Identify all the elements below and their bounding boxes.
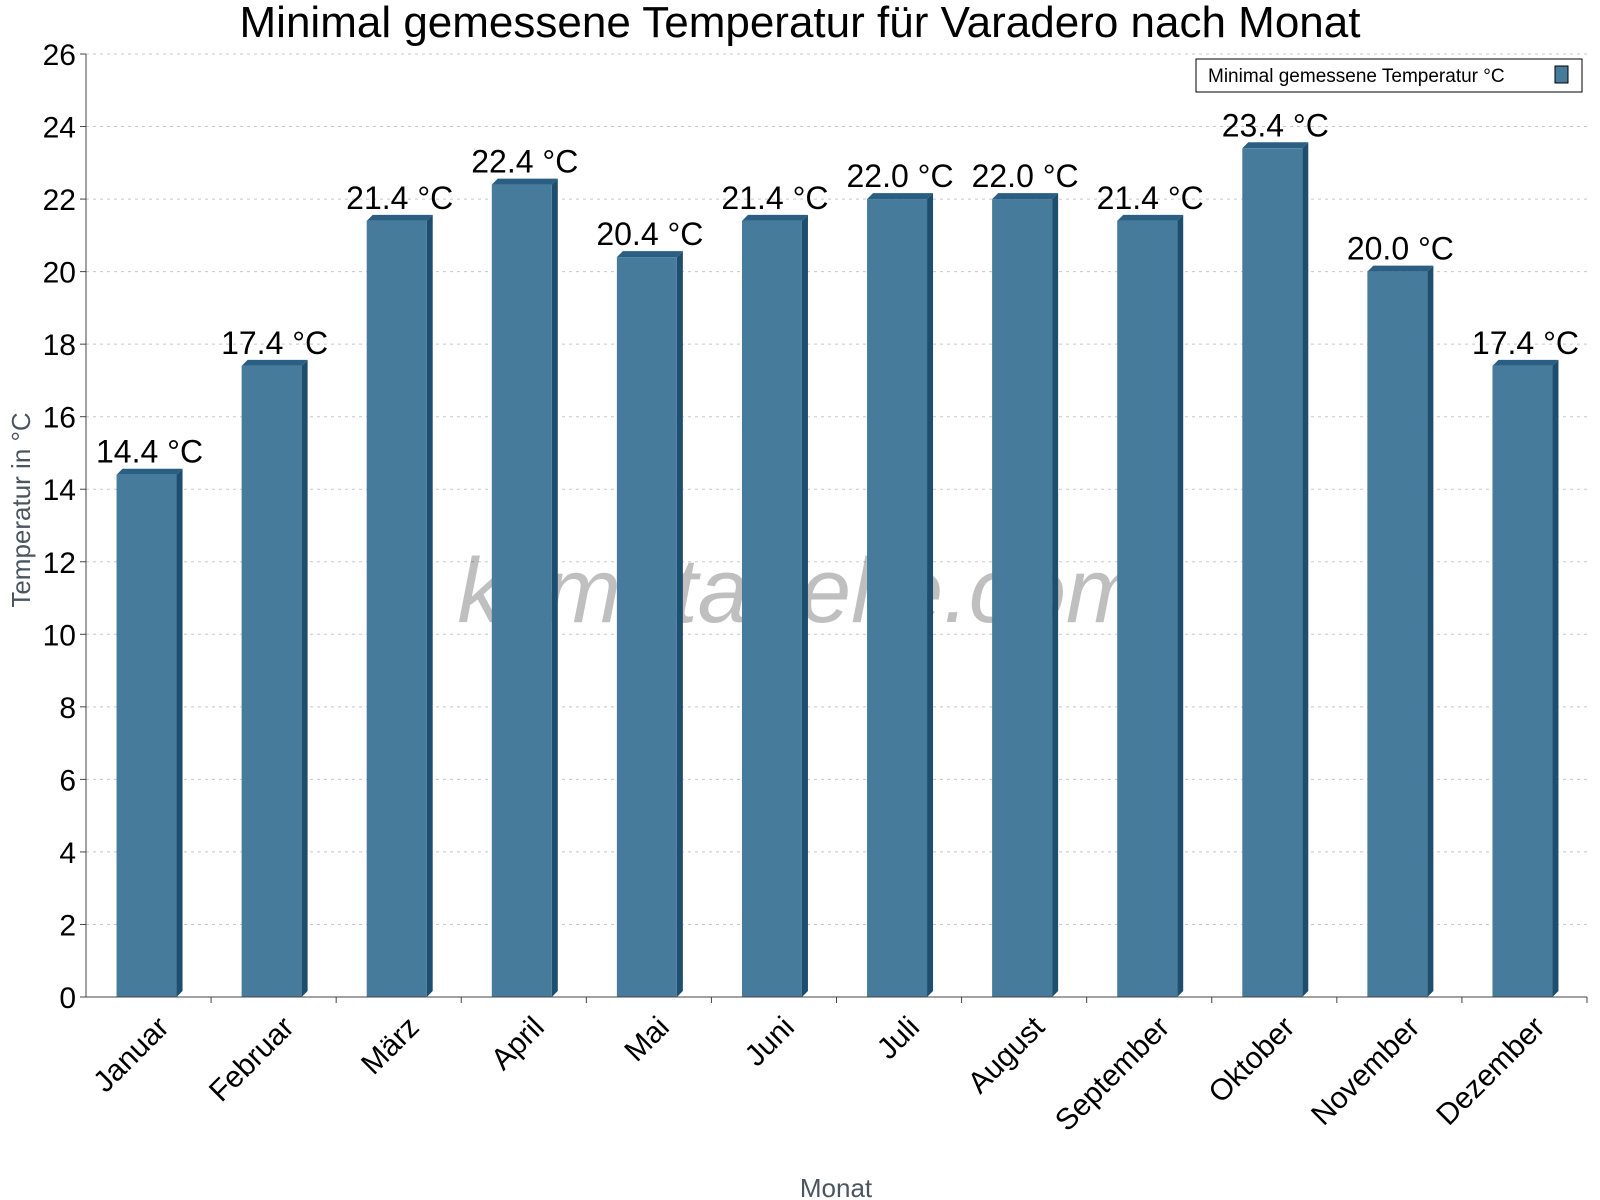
bar-top (491, 178, 558, 185)
y-tick-label: 24 (43, 112, 76, 145)
bar-top (241, 359, 308, 366)
y-tick-label: 2 (59, 909, 76, 942)
bars (116, 142, 1559, 998)
x-tick-label: März (355, 1011, 425, 1081)
y-tick-label: 20 (43, 257, 76, 290)
x-tick-label: Oktober (1202, 1011, 1301, 1110)
legend: Minimal gemessene Temperatur °C (1195, 58, 1583, 93)
bar-side (801, 214, 808, 998)
y-axis-title: Temperatur in °C (6, 412, 36, 607)
bar (1117, 220, 1178, 998)
bar (366, 220, 427, 998)
x-tick-label: Juni (739, 1011, 801, 1073)
data-label: 21.4 °C (346, 180, 453, 216)
y-tick-label: 6 (59, 764, 76, 797)
data-label: 20.4 °C (596, 216, 703, 252)
data-label: 17.4 °C (221, 325, 328, 361)
bar-side (1052, 193, 1059, 998)
bar-side (676, 251, 683, 998)
x-tick-label: Februar (203, 1011, 301, 1109)
value-labels: 14.4 °C 17.4 °C 21.4 °C 22.4 °C 20.4 °C 21.4 … (96, 107, 1579, 469)
data-label: 14.4 °C (96, 434, 203, 470)
chart-title: Minimal gemessene Temperatur für Varader… (240, 0, 1361, 47)
bar (616, 257, 677, 998)
x-tick-label: Juli (871, 1011, 926, 1066)
bar (992, 199, 1053, 998)
bar-top (1367, 265, 1434, 272)
bar-top (1117, 214, 1184, 221)
data-label: 21.4 °C (721, 180, 828, 216)
y-tick-label: 0 (59, 982, 76, 1015)
x-tick-label: November (1305, 1011, 1426, 1132)
legend-swatch (1554, 65, 1569, 84)
data-label: 22.0 °C (972, 158, 1079, 194)
bar-top (616, 251, 683, 258)
y-tick-label: 12 (43, 547, 76, 580)
legend-label: Minimal gemessene Temperatur °C (1208, 66, 1505, 87)
bar-top (1242, 142, 1309, 149)
bar-side (176, 468, 183, 997)
bar-side (927, 193, 934, 998)
bar-top (116, 468, 183, 475)
bar-side (1552, 359, 1559, 997)
grid-lines (86, 53, 1587, 925)
bar-top (1492, 359, 1559, 366)
y-tick-label: 4 (59, 837, 76, 870)
bar-side (1427, 265, 1434, 998)
data-label: 23.4 °C (1222, 107, 1329, 143)
bar-top (867, 193, 934, 200)
data-label: 22.4 °C (471, 144, 578, 180)
bar (491, 184, 552, 998)
x-tick-label: April (485, 1011, 551, 1077)
bar (1367, 271, 1428, 998)
bar (741, 220, 802, 998)
axes (80, 53, 1588, 1003)
bar (867, 199, 928, 998)
y-tick-label: 26 (43, 39, 76, 72)
x-tick-label: September (1049, 1011, 1176, 1138)
y-tick-label: 16 (43, 402, 76, 435)
x-tick-label: August (962, 1010, 1052, 1100)
data-label: 17.4 °C (1472, 325, 1579, 361)
legend-box (1195, 58, 1583, 93)
bar (116, 474, 177, 997)
bar (1242, 148, 1303, 998)
bar-side (426, 214, 433, 998)
bar (241, 365, 302, 997)
x-tick-label: Dezember (1430, 1011, 1551, 1132)
y-tick-label: 8 (59, 692, 76, 725)
y-tick-label: 14 (43, 474, 76, 507)
bar-top (366, 214, 433, 221)
x-tick-label: Mai (618, 1011, 676, 1069)
bar-top (741, 214, 808, 221)
bar-side (1177, 214, 1184, 998)
bar-side (301, 359, 308, 997)
bar-top (992, 193, 1059, 200)
data-label: 21.4 °C (1097, 180, 1204, 216)
data-label: 22.0 °C (847, 158, 954, 194)
bar-side (1302, 142, 1309, 998)
bar (1492, 365, 1553, 997)
y-tick-label: 18 (43, 329, 76, 362)
bar-side (551, 178, 558, 998)
x-tick-label: Januar (87, 1011, 175, 1099)
data-label: 20.0 °C (1347, 231, 1454, 267)
x-axis-title: Monat (800, 1173, 873, 1200)
y-tick-label: 10 (43, 619, 76, 652)
y-tick-label: 22 (43, 184, 76, 217)
